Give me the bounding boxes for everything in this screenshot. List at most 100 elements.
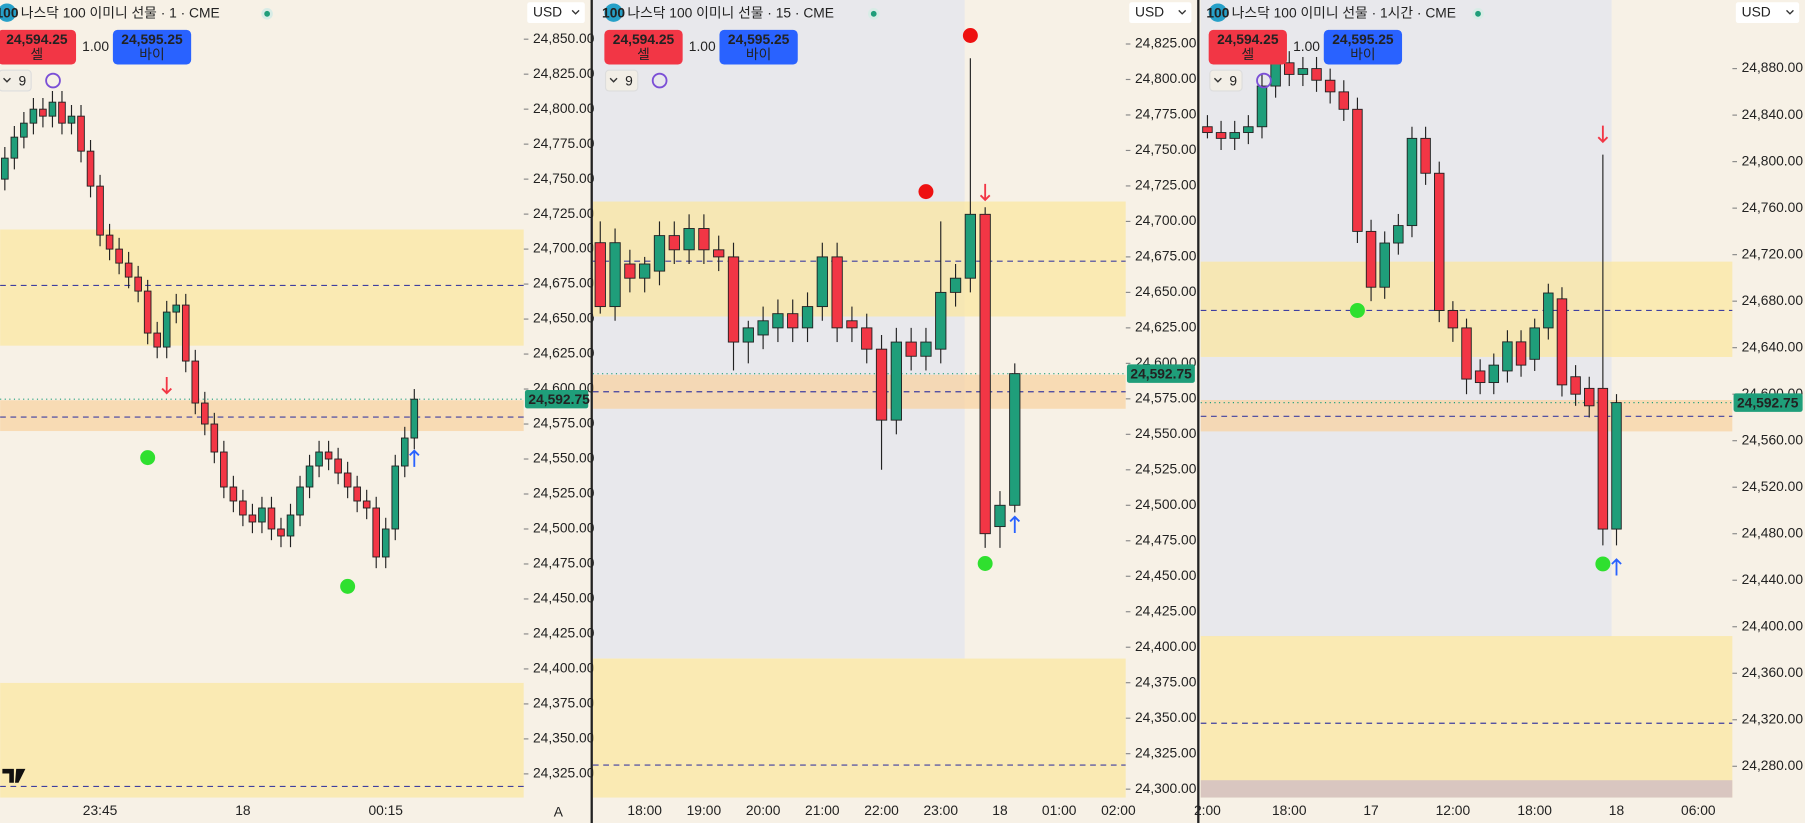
indicator-button[interactable] <box>604 69 639 92</box>
candle-body <box>10 136 19 159</box>
y-tick-label: 24,320.00 <box>1742 710 1804 726</box>
candle-body <box>410 398 419 439</box>
y-tick-label: 24,880.00 <box>1742 59 1804 75</box>
scale-button[interactable]: A <box>554 803 564 819</box>
x-tick-label: 01:00 <box>1042 802 1077 818</box>
candle-body <box>594 242 606 308</box>
candle-body <box>172 304 181 313</box>
candle-body <box>1461 327 1472 380</box>
plot-area <box>0 90 524 798</box>
zone <box>0 229 524 346</box>
candle-body <box>668 235 680 251</box>
buy-button[interactable] <box>1323 29 1403 65</box>
y-tick-label: 24,800.00 <box>1135 70 1197 86</box>
candle-body <box>920 341 932 357</box>
candle-body <box>381 528 390 558</box>
signal-arrow <box>1597 125 1609 144</box>
candle-body <box>831 256 843 329</box>
candle-body <box>210 423 219 453</box>
indicator-button[interactable] <box>0 69 32 92</box>
x-tick-label: 02:00 <box>1101 802 1136 818</box>
candle-body <box>1515 341 1527 366</box>
indicator-chevron <box>3 77 11 83</box>
candle-body <box>153 332 161 348</box>
candle-body <box>305 465 314 488</box>
indicator-button[interactable] <box>1209 69 1243 92</box>
x-tick-label: 2:00 <box>1194 802 1221 818</box>
candle-body <box>372 507 381 558</box>
currency: USD <box>533 3 562 19</box>
spread: 1.00 <box>689 38 716 54</box>
candle-body <box>1270 62 1281 87</box>
spread: 1.00 <box>1293 38 1320 54</box>
sell-button[interactable] <box>1208 29 1287 65</box>
candle-body <box>949 277 962 293</box>
candle-body <box>143 290 152 334</box>
candle-body <box>1543 292 1554 329</box>
candle-body <box>1434 172 1445 311</box>
sell-label: 셀 <box>637 46 650 62</box>
candle-body <box>846 320 858 329</box>
y-tick-label: 24,840.00 <box>1742 106 1804 122</box>
y-tick-label: 24,650.00 <box>1135 283 1197 299</box>
currency-button[interactable] <box>527 2 585 24</box>
signal-dot <box>962 28 978 43</box>
status-dot-inner <box>264 10 270 17</box>
y-tick-label: 24,350.00 <box>1135 709 1197 725</box>
y-tick-label: 24,500.00 <box>1135 496 1197 512</box>
candle-body <box>1229 132 1240 139</box>
currency-button[interactable] <box>1129 2 1192 24</box>
candle-body <box>29 108 38 124</box>
y-tick-label: 24,400.00 <box>1135 638 1197 654</box>
candle-body <box>39 108 47 117</box>
y-tick-label: 24,725.00 <box>533 205 595 221</box>
candle-body <box>343 472 352 488</box>
candle-body <box>1379 242 1390 288</box>
y-tick-label: 24,575.00 <box>533 415 595 431</box>
y-tick-label: 24,425.00 <box>533 625 595 641</box>
candle-body <box>1447 310 1459 329</box>
last-price-label: 24,592.75 <box>1737 394 1799 410</box>
candle-body <box>639 263 651 279</box>
sell-price: 24,594.25 <box>6 31 68 47</box>
zone <box>1200 636 1733 798</box>
y-tick-label: 24,350.00 <box>533 730 595 746</box>
y-tick-label: 24,375.00 <box>533 695 595 711</box>
y-tick-label: 24,440.00 <box>1742 571 1804 587</box>
candle-body <box>315 451 323 467</box>
candle-body <box>191 360 200 404</box>
candle-body <box>713 249 725 258</box>
buy-label: 바이 <box>1350 46 1375 62</box>
zone <box>1200 780 1733 798</box>
x-tick-label: 00:15 <box>368 802 403 818</box>
candle-body <box>96 185 104 236</box>
chart-title: 나스닥 100 이미니 선물 · 1 · CME <box>21 4 220 20</box>
buy-button[interactable] <box>719 29 798 65</box>
candle-body <box>653 235 666 272</box>
candle-body <box>1256 85 1268 128</box>
indicator-icon <box>45 72 61 89</box>
session-shade <box>592 0 965 659</box>
candle-body <box>787 313 799 329</box>
candle-body <box>1570 376 1581 395</box>
candle-body <box>683 228 695 251</box>
signal-arrow <box>1611 558 1622 576</box>
currency-chevron <box>1786 9 1794 15</box>
buy-button[interactable] <box>112 29 192 65</box>
x-tick-label: 20:00 <box>746 802 781 818</box>
candle-body <box>1324 79 1336 93</box>
buy-price: 24,595.25 <box>728 31 790 47</box>
candle-body <box>979 213 991 535</box>
candle-body <box>624 263 636 279</box>
candle-body <box>1009 373 1021 506</box>
sell-button[interactable] <box>604 29 683 65</box>
candle-body <box>353 486 361 502</box>
y-tick-label: 24,650.00 <box>533 310 595 326</box>
spread: 1.00 <box>82 38 109 54</box>
last-price-label: 24,592.75 <box>1130 365 1192 381</box>
chart-title: 나스닥 100 이미니 선물 · 1시간 · CME <box>1232 4 1456 20</box>
sell-button[interactable] <box>0 29 77 65</box>
currency-button[interactable] <box>1735 2 1800 24</box>
symbol-logo-text: 100 <box>0 4 19 20</box>
y-tick-label: 24,325.00 <box>1135 744 1197 760</box>
